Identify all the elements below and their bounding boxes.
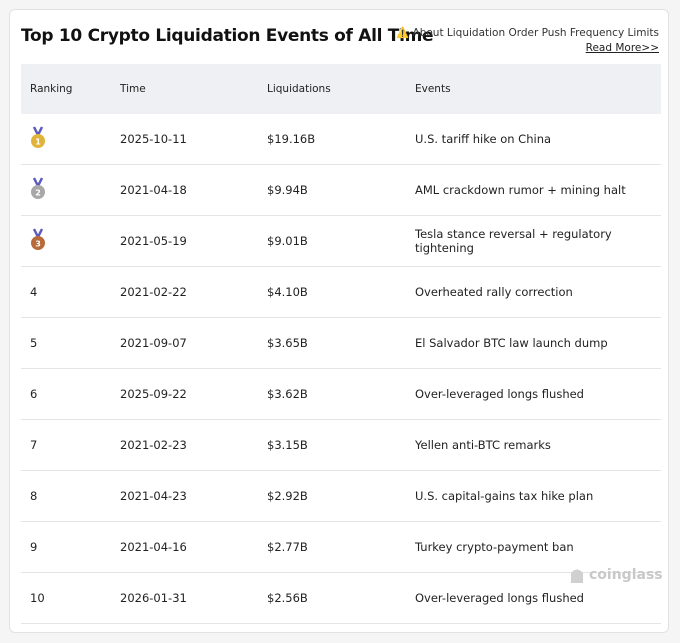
table-row: 6 2025-09-22 $3.62B Over-leveraged longs fl… [21,368,661,420]
medal-number: 1 [35,137,41,146]
rank-cell: 3 [21,215,120,267]
table: Ranking Time Liquidations Events 1 2025-10-1… [21,64,661,624]
rank-cell: 4 [21,266,120,318]
liquidations-cell: $2.56B [267,572,415,624]
event-cell: U.S. tariff hike on China [415,114,661,165]
read-more-link[interactable]: Read More>> [585,42,659,54]
medal: 3 [31,227,45,250]
medal-disc [31,184,45,199]
liquidations-cell: $4.10B [267,266,415,318]
card: Top 10 Crypto Liquidation Events of All … [9,9,669,633]
table-row: 3 2021-05-19 $9.01B Tesla stance reversal +… [21,215,661,267]
time-cell: 2025-09-22 [120,368,267,420]
table-row: 1 2025-10-11 $19.16B U.S. tariff hike on Ch… [21,114,661,165]
table-row: 10 2026-01-31 $2.56B Over-leveraged longs f… [21,572,661,624]
watermark-icon [571,569,583,583]
rank-cell: 10 [21,572,120,624]
rank-cell: 1 [21,114,120,165]
event-cell: U.S. capital-gains tax hike plan [415,470,661,522]
column-header: Liquidations [267,64,415,114]
title: Top 10 Crypto Liquidation Events of All … [21,26,434,46]
table-body: 1 2025-10-11 $19.16B U.S. tariff hike on Ch… [21,114,661,624]
liquidations-cell: $3.65B [267,317,415,369]
event-cell: Over-leveraged longs flushed [415,368,661,420]
time-cell: 2021-05-19 [120,215,267,267]
table-row: 7 2021-02-23 $3.15B Yellen anti-BTC remarks [21,419,661,471]
medal-disc [31,133,45,148]
time-cell: 2021-04-18 [120,164,267,216]
watermark: coinglass [568,565,663,585]
event-cell: Over-leveraged longs flushed [415,572,661,624]
event-cell: AML crackdown rumor + mining halt [415,164,661,216]
medal-ribbon [32,227,44,240]
event-cell: Yellen anti-BTC remarks [415,419,661,471]
time-cell: 2021-04-16 [120,521,267,573]
event-cell: Overheated rally correction [415,266,661,318]
event-cell: El Salvador BTC law launch dump [415,317,661,369]
rank-cell: 7 [21,419,120,471]
rank-cell: 9 [21,521,120,573]
time-cell: 2021-02-23 [120,419,267,471]
medal-disc [31,235,45,250]
liquidations-cell: $19.16B [267,114,415,165]
column-header: Ranking [21,64,120,114]
warning-icon: ⚠️ [396,27,410,39]
table-row: 5 2021-09-07 $3.65B El Salvador BTC law lau… [21,317,661,369]
column-header: Time [120,64,267,114]
watermark-text: coinglass [589,567,663,583]
time-cell: 2025-10-11 [120,114,267,165]
medal-number: 3 [35,239,41,248]
medal-number: 2 [35,188,41,197]
notice: ⚠️ About Liquidation Order Push Frequenc… [396,26,659,39]
table-row: 9 2021-04-16 $2.77B Turkey crypto-payment b… [21,521,661,573]
liquidations-cell: $9.94B [267,164,415,216]
rank-cell: 8 [21,470,120,522]
liquidations-cell: $3.62B [267,368,415,420]
rank-cell: 2 [21,164,120,216]
table-row: 8 2021-04-23 $2.92B U.S. capital-gains tax … [21,470,661,522]
notice-text: About Liquidation Order Push Frequency L… [412,27,659,39]
rank-cell: 5 [21,317,120,369]
medal-ribbon [32,125,44,138]
event-cell: Tesla stance reversal + regulatory tight… [415,215,661,267]
liquidations-cell: $3.15B [267,419,415,471]
time-cell: 2026-01-31 [120,572,267,624]
table-row: 2 2021-04-18 $9.94B AML crackdown rumor + m… [21,164,661,216]
table-row: 4 2021-02-22 $4.10B Overheated rally correc… [21,266,661,318]
medal: 2 [31,176,45,199]
time-cell: 2021-09-07 [120,317,267,369]
liquidations-cell: $2.92B [267,470,415,522]
liquidations-cell: $9.01B [267,215,415,267]
time-cell: 2021-02-22 [120,266,267,318]
header-row: Ranking Time Liquidations Events [21,64,661,114]
medal: 1 [31,125,45,148]
rank-cell: 6 [21,368,120,420]
event-cell: Turkey crypto-payment ban [415,521,661,573]
time-cell: 2021-04-23 [120,470,267,522]
medal-ribbon [32,176,44,189]
column-header: Events [415,64,661,114]
liquidations-cell: $2.77B [267,521,415,573]
